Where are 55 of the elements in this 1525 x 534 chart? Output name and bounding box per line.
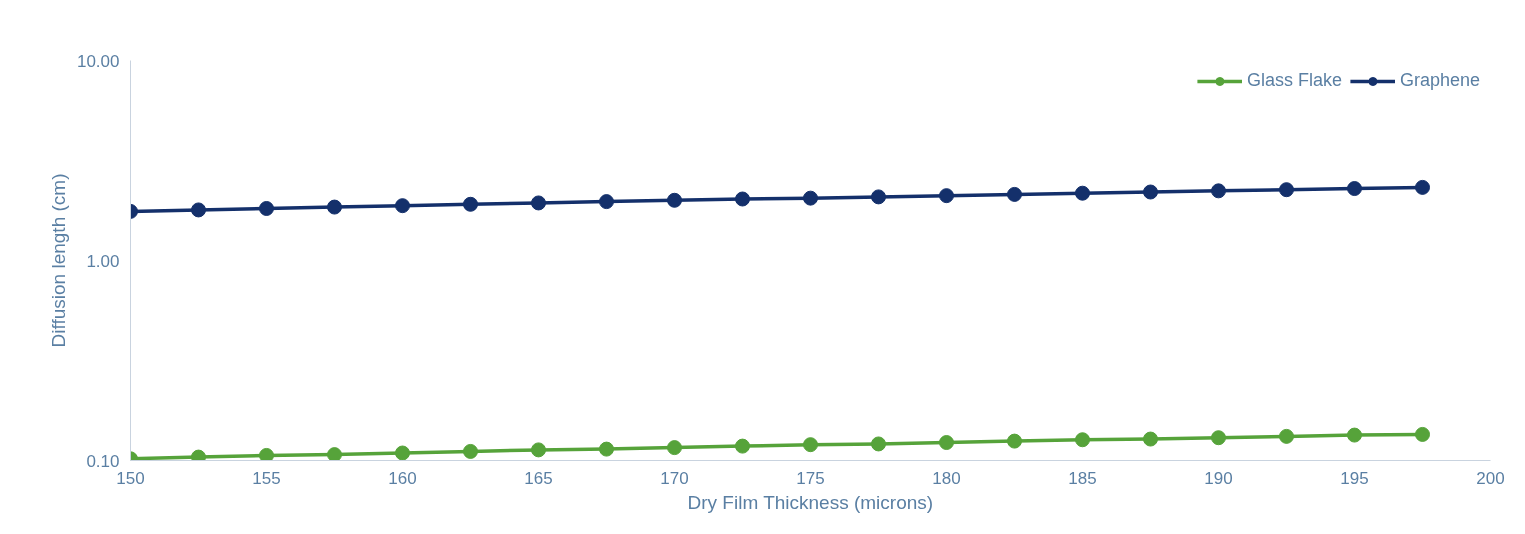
x-tick-label: 170 [660,468,689,488]
point [463,196,478,212]
point [1075,185,1090,201]
point [327,199,342,215]
point [259,447,274,461]
point [191,202,206,218]
x-tick-label: 200 [1476,468,1505,488]
x-tick-label: 150 [116,468,145,488]
y-tick-label: 10.00 [76,51,120,71]
point [871,189,886,205]
point [939,188,954,204]
point [599,441,614,457]
point [395,198,410,214]
point [735,191,750,207]
point [1279,428,1294,444]
y-tick-label: 0.10 [86,451,120,471]
point [803,437,818,453]
point [1347,181,1362,197]
x-tick-label: 165 [524,468,553,488]
point [1279,182,1294,198]
point [1211,430,1226,446]
point [1415,426,1430,442]
point [531,442,546,458]
x-tick-label: 160 [388,468,417,488]
point [599,194,614,210]
point [1075,432,1090,448]
point [1347,427,1362,443]
point [1143,184,1158,200]
point [1211,183,1226,199]
point [463,443,478,459]
point [327,447,342,461]
point [1415,179,1430,195]
point [735,438,750,454]
point [1007,433,1022,449]
legend-label: Graphene [1399,70,1480,91]
point [395,445,410,461]
point [259,201,274,216]
point [939,435,954,451]
x-tick-label: 190 [1204,468,1233,488]
x-axis-title: Dry Film Thickness (microns) [687,491,934,513]
y-axis-title: Diffusion length (cm) [47,173,69,348]
y-tick-label: 1.00 [86,251,120,271]
point [667,192,682,208]
x-tick-label: 155 [252,468,281,488]
point [531,195,546,211]
point [1007,186,1022,202]
legend-label: Glass Flake [1246,70,1342,91]
point [667,440,682,456]
x-tick-label: 185 [1068,468,1097,488]
point [1143,431,1158,447]
x-tick-label: 180 [932,468,961,488]
point [803,190,818,206]
x-tick-label: 195 [1340,468,1369,488]
point [871,436,886,452]
x-tick-label: 175 [796,468,825,488]
